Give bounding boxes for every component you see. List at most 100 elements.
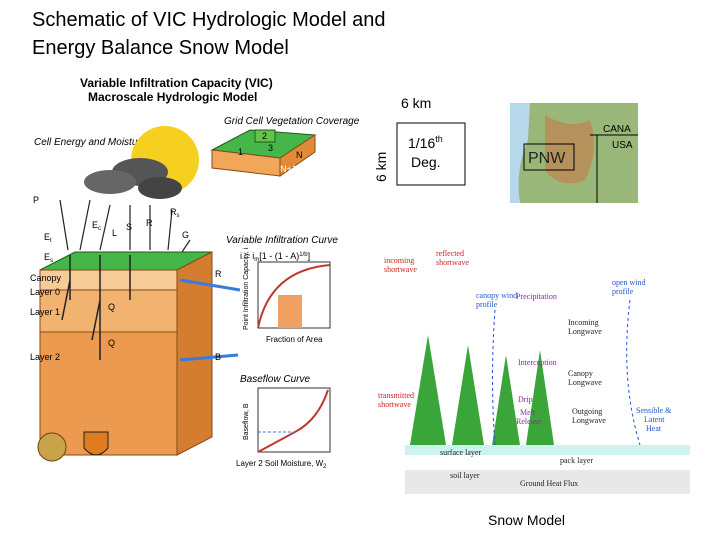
purple-labels: Precipitation Interception Drip Melt Rel… <box>516 292 557 426</box>
flux-label: E <box>44 232 50 242</box>
snow-label: profile <box>476 300 498 309</box>
title: Energy Balance Snow Model <box>32 37 289 59</box>
flux-label: R <box>170 207 177 217</box>
tile-label: 2 <box>262 131 267 141</box>
map-terrain <box>545 115 594 184</box>
coverage-label: Grid Cell Vegetation Coverage <box>224 116 360 127</box>
snow-label: Incoming <box>568 318 599 327</box>
resolution: 1/16th <box>408 134 443 151</box>
formula: [1 - (1 - A) <box>259 251 299 261</box>
snow-label: soil layer <box>450 471 480 480</box>
blue-labels: canopy wind profile open wind profile Se… <box>476 278 672 433</box>
formula: i = im[1 - (1 - A)1/b] <box>240 251 310 263</box>
plot-fill <box>278 295 302 328</box>
soil <box>405 470 690 494</box>
layer-label: Layer 0 <box>30 287 60 297</box>
tile-side <box>279 134 316 177</box>
snow-label: Release <box>516 417 541 426</box>
flux-label: S <box>126 222 132 232</box>
map-label: CANA <box>603 124 631 135</box>
grid-side-label: 6 km <box>373 152 389 182</box>
formula: ] <box>308 251 311 261</box>
snow-label: shortwave <box>378 400 411 409</box>
snow-label: Longwave <box>568 378 602 387</box>
snow-label: incoming <box>384 256 414 265</box>
baseflow-curve <box>257 389 329 453</box>
formula: i = i <box>240 251 254 261</box>
snow-label: shortwave <box>384 265 417 274</box>
flux-sub: c <box>98 226 101 232</box>
tile-label: N+1 <box>280 164 297 174</box>
flux-sub: t <box>50 238 52 244</box>
sw-labels: incoming shortwave reflected shortwave t… <box>378 249 469 409</box>
logo <box>37 432 67 462</box>
snow-label: Sensible & <box>636 406 672 415</box>
snow-label: pack layer <box>560 456 593 465</box>
cloud <box>138 177 182 199</box>
flux-label: P <box>33 195 39 205</box>
tile <box>254 129 276 143</box>
formula: 1/b <box>299 252 308 258</box>
vic-heading: Variable Infiltration Capacity (VIC) <box>80 76 273 90</box>
layer-label: Layer 1 <box>30 307 60 317</box>
black-labels: Incoming Longwave Canopy Longwave Outgoi… <box>440 318 606 488</box>
grid-cell <box>396 122 466 186</box>
flux-label: Es <box>44 252 53 264</box>
map: CANA USA PNW <box>510 103 638 203</box>
resolution: 1/16 <box>408 135 435 151</box>
region-box <box>523 143 575 171</box>
flux-label: L <box>112 228 117 238</box>
map-label: PNW <box>528 150 566 167</box>
snow-label: surface layer <box>440 448 481 457</box>
tile-label: 3 <box>268 143 273 153</box>
infiltration-title: Variable Infiltration Curve <box>226 235 338 246</box>
flux-label: Q <box>108 338 115 348</box>
flux-label: E <box>44 252 50 262</box>
flux-label: E <box>92 220 98 230</box>
snow-label: profile <box>612 287 634 296</box>
trees <box>410 335 554 445</box>
flux-label: Rs <box>170 207 180 219</box>
snow-label: Outgoing <box>572 407 602 416</box>
map-label: USA <box>612 140 633 151</box>
grid-top-label: 6 km <box>401 95 431 111</box>
flux-label: R <box>146 218 153 228</box>
snow-caption: Snow Model <box>488 512 565 528</box>
snow-label: Longwave <box>568 327 602 336</box>
plot-frame <box>257 387 331 453</box>
snow-label: Latent <box>644 415 665 424</box>
axis-sub: 2 <box>323 464 327 470</box>
vic-diagram: Variable Infiltration Capacity (VIC) Mac… <box>30 76 360 470</box>
soil-side <box>176 251 213 456</box>
snow-label: Interception <box>518 358 557 367</box>
snow-label: transmitted <box>378 391 414 400</box>
layer-label: Canopy <box>30 273 62 283</box>
b-label: B <box>215 352 221 362</box>
snow-label: Heat <box>646 424 662 433</box>
title: Schematic of VIC Hydrologic Model and <box>32 9 386 31</box>
axis-label: Fraction of Area <box>266 335 323 344</box>
flux-label: G <box>182 230 189 240</box>
snow-label: Longwave <box>572 416 606 425</box>
tile-label: N <box>296 150 303 160</box>
logo <box>83 431 109 456</box>
fluxes-label: Cell Energy and Moisture Fluxes <box>34 137 179 148</box>
flux-label: Et <box>44 232 52 244</box>
snow-label: Drip <box>518 395 533 404</box>
flow-arrows <box>179 278 241 362</box>
snow-label: Ground Heat Flux <box>520 479 578 488</box>
axis-label: Layer 2 Soil Moisture, W2 <box>236 459 327 470</box>
infiltration-curve <box>257 264 331 329</box>
snow-label: Melt <box>520 408 536 417</box>
snow-model: incoming shortwave reflected shortwave t… <box>378 249 690 528</box>
wind-profiles <box>492 299 641 446</box>
snow-label: open wind <box>612 278 646 287</box>
snow-label: canopy wind <box>476 291 517 300</box>
roots <box>61 255 131 360</box>
flux-arrows <box>59 199 191 256</box>
axis-label: Baseflow, B <box>243 403 250 440</box>
layer-label: Layer 2 <box>30 352 60 362</box>
axis-label: Point Infiltration Capacity, i <box>243 247 250 330</box>
flux-label: Ec <box>92 220 101 232</box>
